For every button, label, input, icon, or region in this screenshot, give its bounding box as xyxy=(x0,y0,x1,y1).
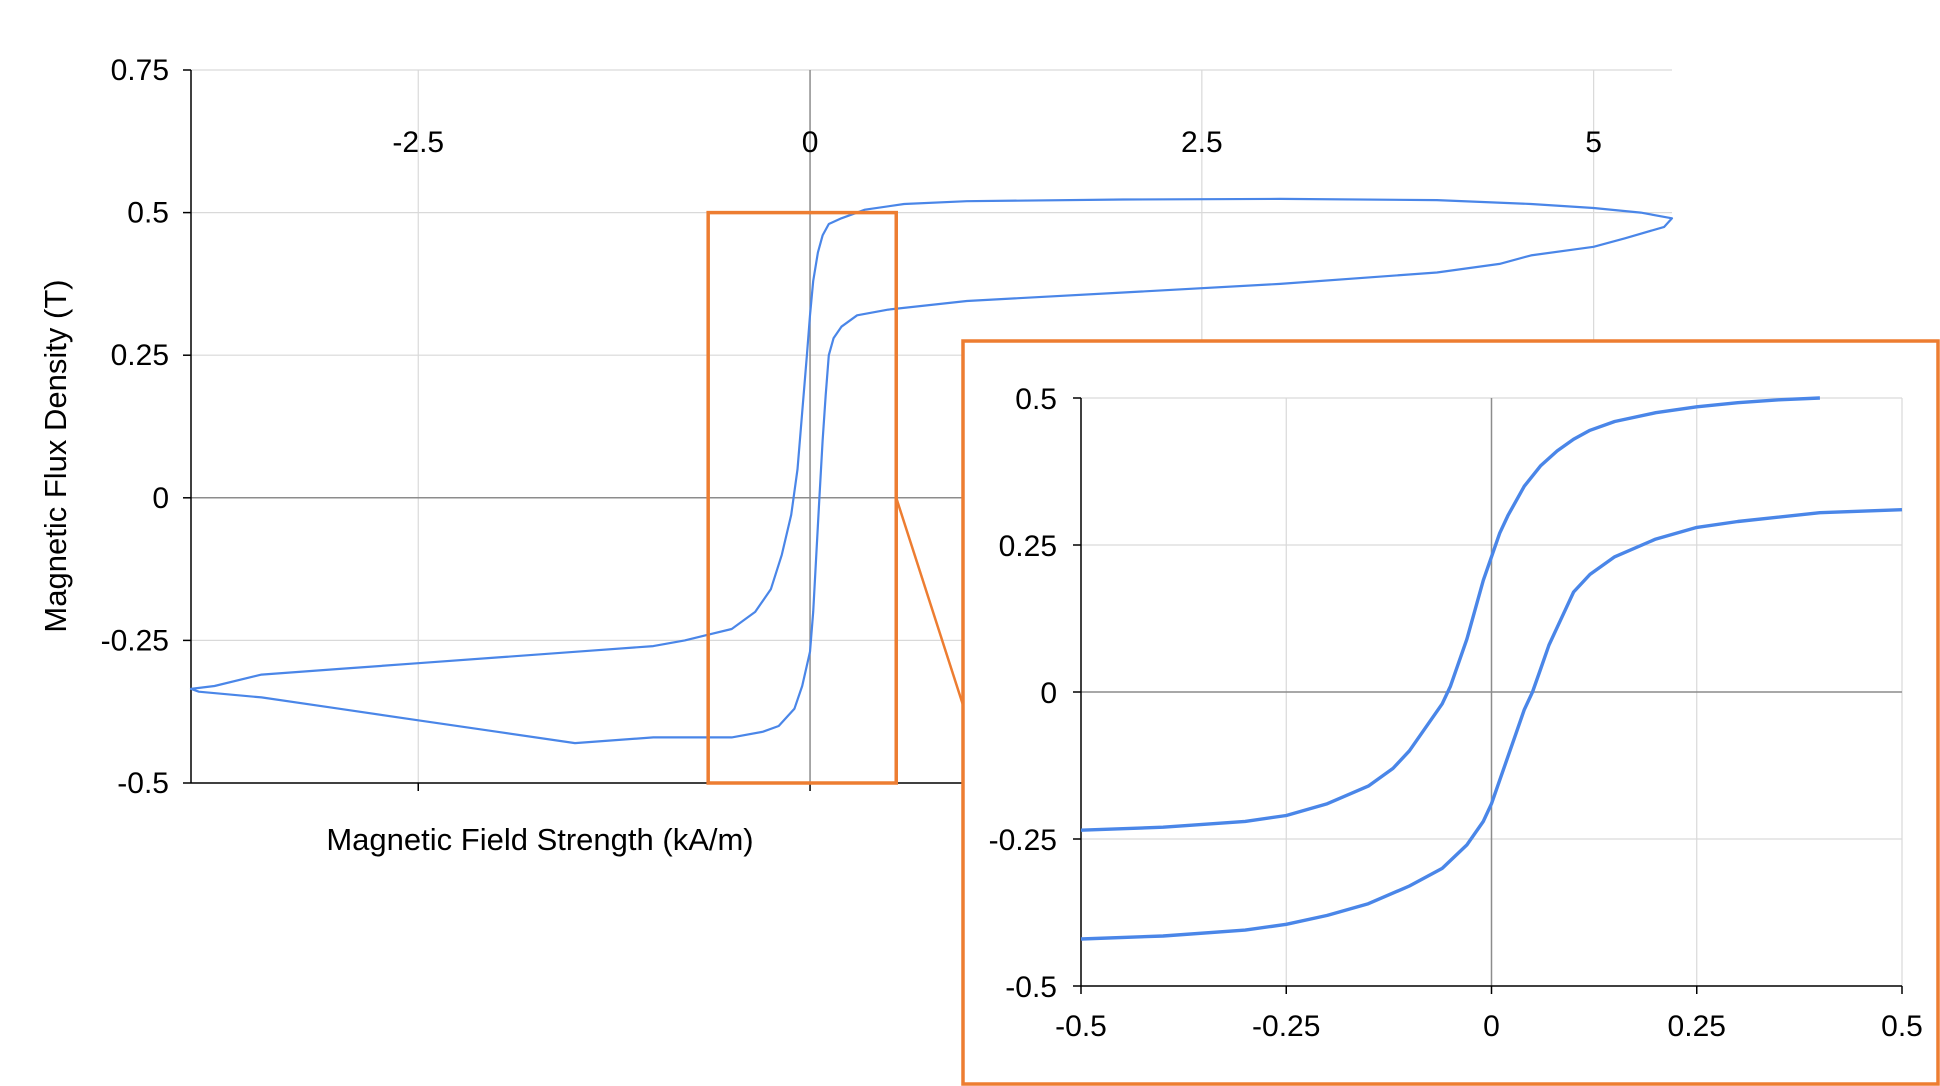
inset-y-tick-label: 0.25 xyxy=(999,530,1057,563)
inset-x-tick-label: 0.5 xyxy=(1881,1010,1923,1043)
inset-axes xyxy=(1073,397,1903,994)
main-y-tick-label: -0.5 xyxy=(117,767,169,800)
main-x-tick-label: 0 xyxy=(802,126,819,159)
inset-y-tick-label: -0.25 xyxy=(989,824,1057,857)
main-y-tick-label: 0 xyxy=(152,482,169,515)
inset-x-tick-labels: -0.5 -0.25 0 0.25 0.5 xyxy=(1055,1010,1923,1043)
main-y-tick-label: 0.5 xyxy=(127,197,169,230)
inset-y-tick-labels: -0.5 -0.25 0 0.25 0.5 xyxy=(989,383,1057,1004)
main-y-axis-label: Magnetic Flux Density (T) xyxy=(38,279,73,632)
main-gridlines xyxy=(191,69,1672,783)
inset-chart: -0.5 -0.25 0 0.25 0.5 -0.5 -0.25 0 0.25 0.5 xyxy=(961,339,1940,1086)
inset-zero-lines xyxy=(1081,398,1902,986)
inset-y-tick-label: 0.5 xyxy=(1015,383,1057,416)
main-hysteresis-curve xyxy=(189,197,1674,745)
inset-x-tick-label: 0 xyxy=(1483,1010,1500,1043)
main-y-tick-label: 0.75 xyxy=(111,54,169,87)
inset-frame xyxy=(961,339,1940,1086)
inset-x-tick-label: -0.25 xyxy=(1252,1010,1320,1043)
zoom-connector-line xyxy=(895,497,965,706)
main-chart: -0.5 -0.25 0 0.25 0.5 0.75 -2.5 0 2.5 5 Magnetic… xyxy=(38,54,1674,857)
main-y-tick-labels: -0.5 -0.25 0 0.25 0.5 0.75 xyxy=(101,54,169,800)
main-x-tick-label: 5 xyxy=(1585,126,1602,159)
inset-x-tick-label: 0.25 xyxy=(1668,1010,1726,1043)
main-x-tick-label: -2.5 xyxy=(392,126,444,159)
inset-y-tick-label: -0.5 xyxy=(1005,971,1057,1004)
main-y-tick-label: 0.25 xyxy=(111,339,169,372)
inset-x-tick-label: -0.5 xyxy=(1055,1010,1107,1043)
main-x-tick-labels: -2.5 0 2.5 5 xyxy=(392,126,1602,159)
main-x-tick-label: 2.5 xyxy=(1181,126,1223,159)
inset-y-tick-label: 0 xyxy=(1040,677,1057,710)
main-x-axis-label: Magnetic Field Strength (kA/m) xyxy=(326,822,753,857)
inset-lower-branch xyxy=(1080,508,1903,941)
main-y-tick-label: -0.25 xyxy=(101,624,169,657)
inset-upper-branch xyxy=(1080,396,1820,832)
